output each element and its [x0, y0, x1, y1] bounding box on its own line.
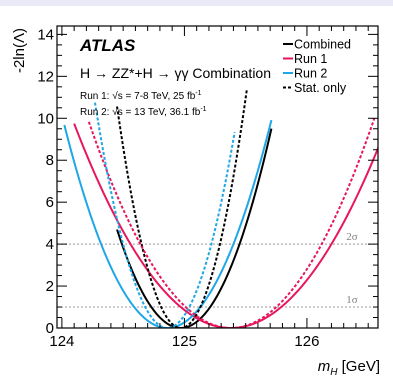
y-tick-label: 8 — [46, 152, 54, 169]
x-tick-label: 125 — [172, 333, 197, 350]
curve-stat-only-4 — [87, 117, 376, 328]
sigma-reference-lines: 1σ 2σ — [57, 231, 378, 308]
y-tick-label: 6 — [46, 194, 54, 211]
run1-info-text: Run 1: √s = 7-8 TeV, 25 fb — [80, 90, 196, 102]
legend-label-stat-only: Stat. only — [294, 81, 347, 95]
legend-label-run-2: Run 2 — [294, 67, 327, 81]
run2-info-exp: -1 — [200, 106, 206, 113]
legend-label-run-1: Run 1 — [294, 52, 327, 66]
run2-info-text: Run 2: √s = 13 TeV, 36.1 fb — [80, 106, 201, 118]
y-tick-label: 14 — [37, 26, 54, 43]
axis-tick-labels: 0 2 4 6 8 10 12 14 124 125 126 — [37, 26, 319, 350]
curve-run-1 — [73, 123, 378, 328]
likelihood-curves — [63, 88, 378, 328]
curve-run-2 — [63, 119, 273, 328]
reference-label-2sigma: 2σ — [346, 231, 358, 243]
legend-label-combined: Combined — [294, 38, 351, 52]
y-tick-label: 12 — [37, 68, 54, 85]
run2-info: Run 2: √s = 13 TeV, 36.1 fb-1 — [80, 106, 207, 118]
axis-ticks — [57, 26, 378, 329]
x-axis-title-unit: [GeV] — [337, 358, 380, 375]
reference-label-1sigma: 1σ — [346, 294, 358, 306]
x-axis-title-var: m — [318, 358, 331, 375]
y-axis-title: -2ln(Λ) — [11, 28, 28, 73]
run1-info: Run 1: √s = 7-8 TeV, 25 fb-1 — [80, 90, 202, 102]
process-label: H → ZZ*+H → γγ Combination — [80, 65, 271, 81]
plot-frame — [56, 25, 379, 329]
run1-info-exp: -1 — [195, 90, 201, 97]
x-tick-label: 126 — [294, 333, 319, 350]
y-tick-label: 0 — [46, 320, 54, 337]
curve-stat-only-5 — [93, 102, 236, 328]
y-tick-label: 10 — [37, 110, 54, 127]
y-tick-label: 4 — [46, 236, 54, 253]
x-axis-title: mH [GeV] — [318, 358, 380, 378]
curve-stat-only-3 — [116, 88, 248, 328]
curve-combined — [116, 128, 273, 328]
y-tick-label: 2 — [46, 278, 54, 295]
atlas-label: ATLAS — [79, 36, 136, 55]
x-axis-title-sub: H — [330, 367, 338, 378]
top-bar — [0, 0, 393, 6]
x-tick-label: 124 — [49, 333, 74, 350]
